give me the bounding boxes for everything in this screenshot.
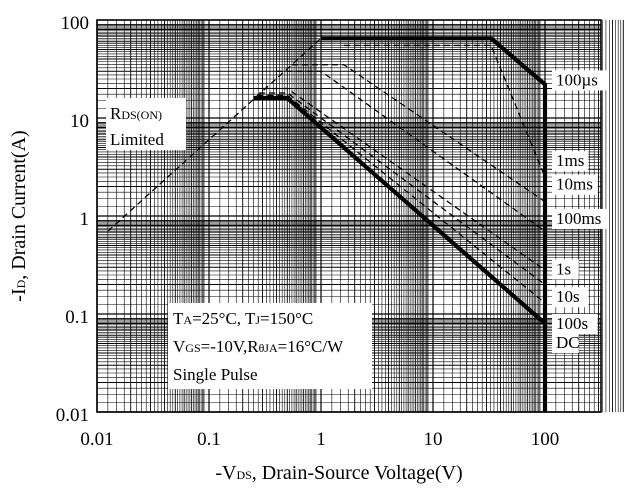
x-tick-label: 0.01: [80, 429, 113, 450]
curve-1ms: [343, 44, 546, 178]
y-tick-label: 100: [61, 13, 90, 34]
curve-label-bg: [552, 287, 589, 308]
curve-dc: [253, 95, 547, 326]
y-tick-label: 1: [80, 209, 90, 230]
x-tick-label: 1: [316, 429, 326, 450]
svg-text:VGS=-10V,RθJA=16°C/W: VGS=-10V,RθJA=16°C/W: [173, 337, 344, 356]
y-axis-title: -ID, Drain Current(A): [8, 130, 30, 301]
curves: [107, 36, 548, 412]
curve-label-bg: [552, 208, 607, 229]
curve-label: 10s: [556, 287, 580, 306]
y-tick-label: 0.1: [65, 307, 89, 328]
curve-100s: [257, 94, 546, 304]
curve-1s: [262, 87, 546, 271]
curve-label-bg: [552, 174, 598, 195]
x-tick-label: 0.1: [197, 429, 221, 450]
curve-label: 100s: [556, 314, 588, 333]
rds-on-limited-label: RDS(ON) Limited: [106, 98, 186, 150]
curve-label: 10ms: [556, 175, 593, 194]
curve-label-bg: [552, 313, 598, 334]
curve-label: 1s: [556, 259, 571, 278]
svg-text:TA=25°C, TJ=150°C: TA=25°C, TJ=150°C: [173, 309, 313, 328]
curve-label-bg: [552, 70, 607, 91]
curve-10s: [259, 92, 546, 286]
curve-label: 100µs: [556, 70, 598, 89]
x-axis-title: -VDS, Drain-Source Voltage(V): [215, 462, 462, 484]
svg-text:Limited: Limited: [110, 130, 164, 149]
curve-label-bg: [552, 333, 579, 354]
curve-label: 1ms: [556, 151, 584, 170]
x-tick-label: 100: [531, 429, 560, 450]
y-tick-label: 0.01: [56, 405, 89, 426]
curve-100ms: [276, 70, 546, 232]
test-conditions-box: TA=25°C, TJ=150°C VGS=-10V,RθJA=16°C/W S…: [168, 303, 372, 389]
tick-labels: 0.01 0.1 1 10 100 100 10 1 0.1 0.01: [56, 13, 560, 450]
curve-label-bg: [552, 259, 579, 280]
x-tick-label: 10: [424, 429, 443, 450]
curve-100-s: [321, 36, 548, 412]
svg-text:Single Pulse: Single Pulse: [173, 365, 258, 384]
curve-label-bg: [552, 151, 589, 172]
curve-10ms: [291, 64, 546, 203]
curve-label: 100ms: [556, 209, 601, 228]
curve-rds-on-limited: [107, 37, 322, 232]
curve-label: DC: [556, 333, 580, 352]
svg-text:RDS(ON): RDS(ON): [110, 104, 162, 123]
y-tick-label: 10: [70, 111, 89, 132]
